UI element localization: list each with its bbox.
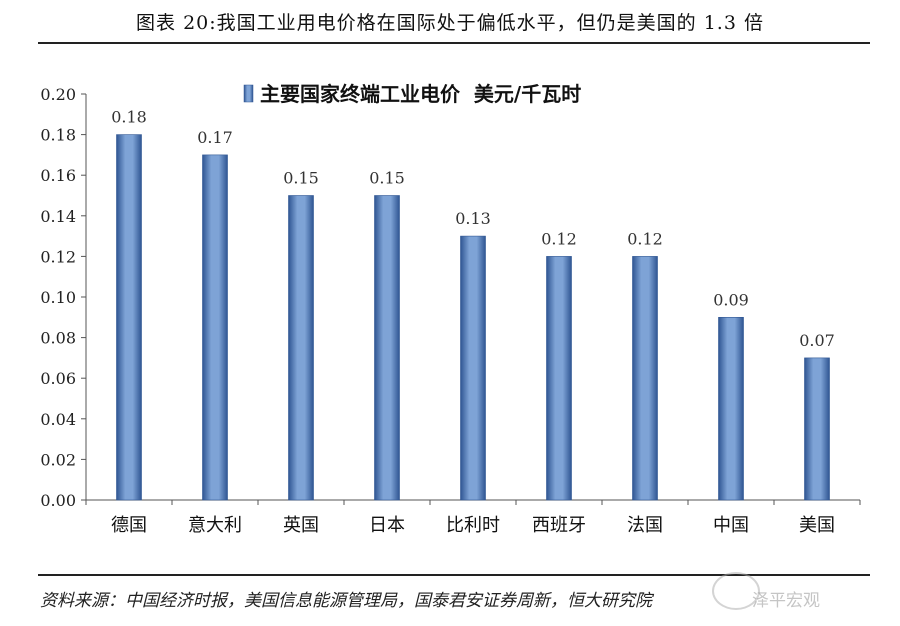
title-divider xyxy=(38,42,870,44)
bar-比利时 xyxy=(460,235,486,501)
bar-法国 xyxy=(632,256,658,501)
chart-legend: 主要国家终端工业电价 美元/千瓦时 xyxy=(243,82,581,106)
y-tick-label: 0.18 xyxy=(40,126,76,145)
y-tick-label: 0.04 xyxy=(40,410,76,429)
watermark: 泽平宏观 xyxy=(752,591,820,611)
bar-日本 xyxy=(374,195,400,501)
x-tick-label: 西班牙 xyxy=(532,515,586,536)
data-label: 0.18 xyxy=(111,108,147,127)
x-tick-label: 中国 xyxy=(713,515,749,536)
x-tick-label: 日本 xyxy=(369,515,405,536)
bar-德国 xyxy=(116,134,142,501)
chart-axes: 0.00 0.02 0.04 0.06 0.08 0.10 0.12 0.14 0.16 0.18… xyxy=(40,85,861,536)
y-tick-label: 0.06 xyxy=(40,369,76,388)
y-tick-label: 0.02 xyxy=(40,450,76,469)
watermark-logo-icon xyxy=(712,572,760,610)
y-tick-label: 0.08 xyxy=(40,329,76,348)
data-label: 0.13 xyxy=(455,209,491,228)
source-note: 资料来源：中国经济时报，美国信息能源管理局，国泰君安证券周新，恒大研究院 xyxy=(40,591,652,611)
data-label: 0.07 xyxy=(799,331,835,350)
bar-chart: 主要国家终端工业电价 美元/千瓦时 0.000.020.040.060.080.… xyxy=(40,82,861,536)
bar-中国 xyxy=(718,316,744,501)
chart-bars: 0.18 0.17 0.15 0.15 0.13 0.12 0.12 0.09 0.07 xyxy=(111,108,835,501)
y-tick-label: 0.00 xyxy=(40,491,76,510)
y-tick-label: 0.20 xyxy=(40,85,76,104)
x-tick-label: 德国 xyxy=(111,515,147,536)
x-tick-label: 法国 xyxy=(627,515,663,536)
x-tick-label: 美国 xyxy=(799,515,835,536)
bar-美国 xyxy=(804,357,830,501)
y-tick-label: 0.14 xyxy=(40,207,76,226)
bar-英国 xyxy=(288,195,314,501)
x-tick-label: 比利时 xyxy=(446,515,500,536)
data-label: 0.17 xyxy=(197,128,233,147)
x-tick-label: 意大利 xyxy=(188,515,242,536)
data-label: 0.12 xyxy=(627,229,663,248)
bar-西班牙 xyxy=(546,256,572,501)
y-tick-label: 0.10 xyxy=(40,288,76,307)
data-label: 0.15 xyxy=(369,169,405,188)
x-tick-label: 英国 xyxy=(283,515,319,536)
y-tick-label: 0.16 xyxy=(40,166,76,185)
y-tick-label: 0.12 xyxy=(40,247,76,266)
data-label: 0.09 xyxy=(713,290,749,309)
legend-label: 主要国家终端工业电价 美元/千瓦时 xyxy=(260,82,581,106)
source-divider xyxy=(38,574,870,576)
data-label: 0.15 xyxy=(283,169,319,188)
data-label: 0.12 xyxy=(541,229,577,248)
legend-swatch xyxy=(243,84,254,103)
bar-意大利 xyxy=(202,154,228,501)
figure-title: 图表 20:我国工业用电价格在国际处于偏低水平，但仍是美国的 1.3 倍 xyxy=(136,12,764,34)
